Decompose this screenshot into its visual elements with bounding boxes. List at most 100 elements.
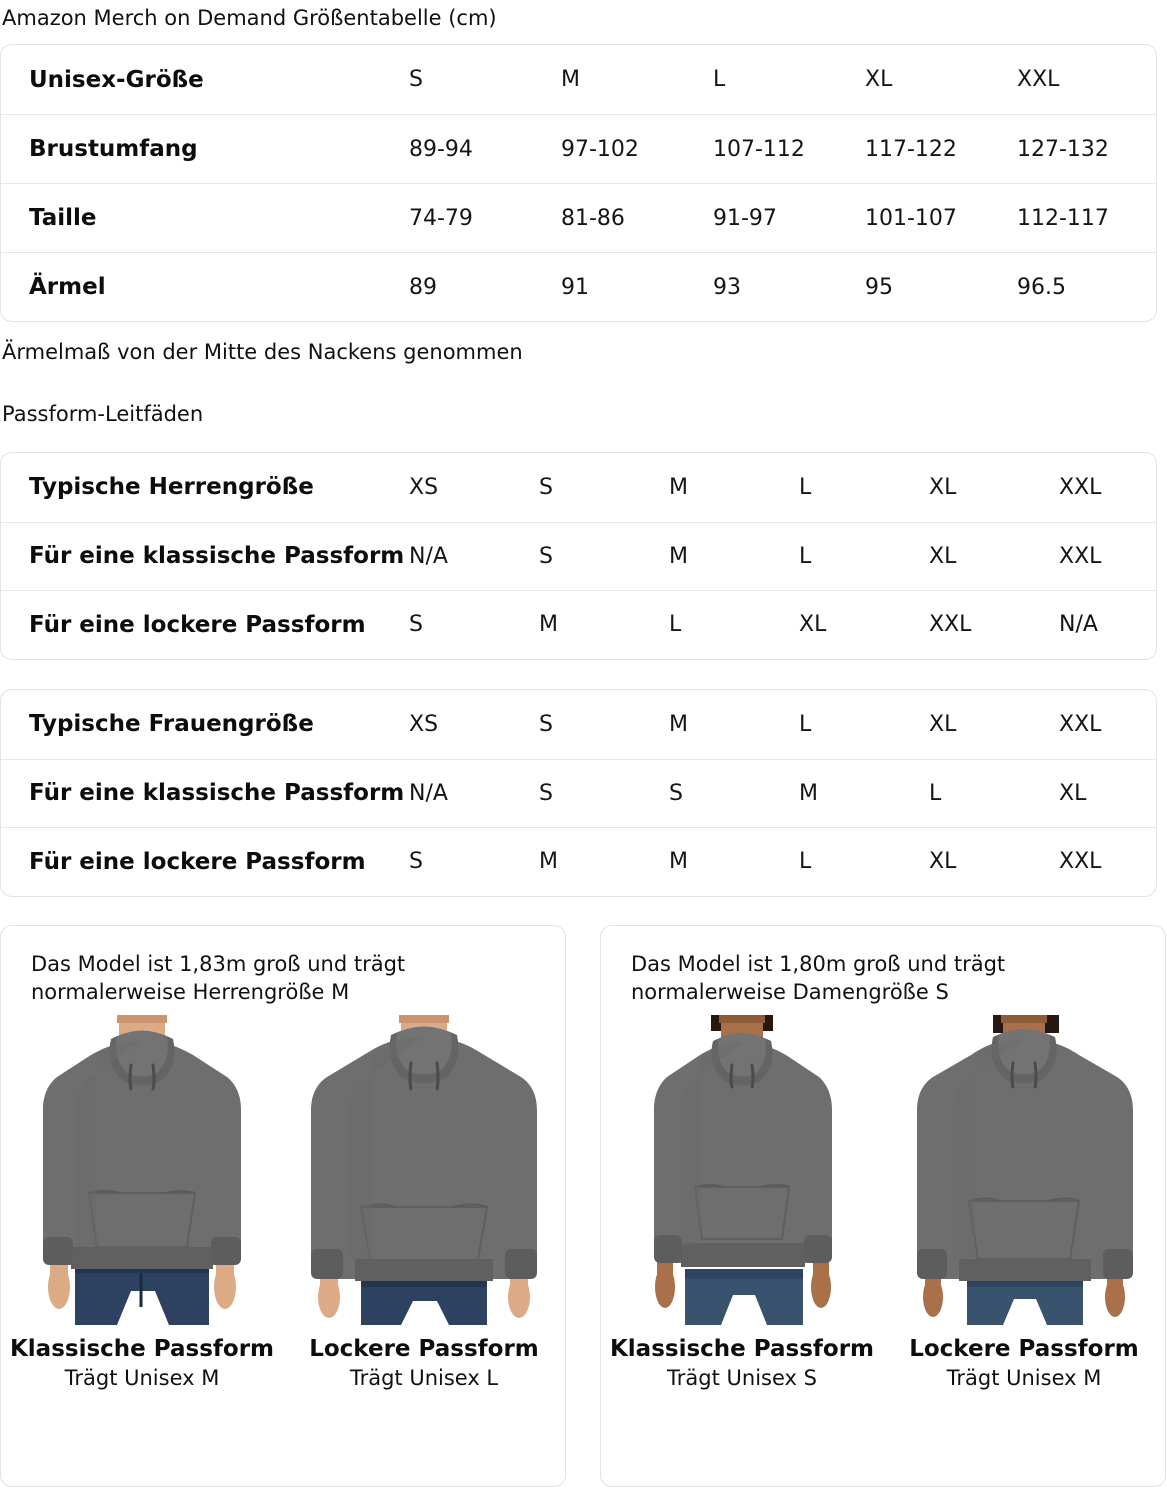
cell-sleeve-s: 89: [409, 274, 437, 300]
womens-classic-fit-caption: Klassische Passform Trägt Unisex S: [601, 1335, 883, 1393]
cell-waist-m: 81-86: [561, 205, 625, 231]
cell-size-s: S: [409, 67, 423, 92]
mens-model-intro-text: Das Model ist 1,83m groß und trägt norma…: [31, 952, 406, 1005]
female-classic-fit-illustration: [613, 1014, 871, 1325]
cell-womens-classic-6: XL: [1059, 780, 1087, 806]
cell-womens-typical-4: L: [799, 711, 812, 737]
cell-sleeve-xxl: 96.5: [1017, 274, 1066, 300]
row-header-typical-womens-size: Typische Frauengröße: [29, 711, 314, 738]
cell-womens-relaxed-3: M: [669, 849, 688, 875]
mens-relaxed-fit-caption: Lockere Passform Trägt Unisex L: [283, 1335, 565, 1393]
cell-waist-l: 91-97: [713, 205, 777, 231]
cell-mens-classic-2: S: [539, 543, 553, 569]
cell-chest-s: 89-94: [409, 136, 473, 162]
cell-womens-relaxed-4: L: [799, 849, 812, 875]
cell-sleeve-xl: 95: [865, 274, 893, 300]
row-header-mens-classic-fit: Für eine klassische Passform: [29, 543, 405, 570]
cell-mens-classic-5: XL: [929, 543, 957, 569]
female-model-relaxed-fit-hoodie: [895, 1014, 1153, 1325]
cell-womens-typical-6: XXL: [1059, 711, 1102, 737]
cell-chest-xxl: 127-132: [1017, 136, 1109, 162]
womens-model-card: Das Model ist 1,80m groß und trägt norma…: [600, 925, 1166, 1487]
male-model-classic-fit-hoodie: [13, 1014, 271, 1325]
sleeve-measurement-note: Ärmelmaß von der Mitte des Nackens genom…: [2, 340, 523, 364]
cell-mens-classic-3: M: [669, 543, 688, 569]
womens-classic-fit-title: Klassische Passform: [609, 1335, 875, 1362]
mens-fit-guide-table: Typische Herrengröße XS S M L XL XXL Für…: [0, 452, 1157, 660]
cell-mens-relaxed-6: N/A: [1059, 612, 1098, 638]
table-row: Unisex-Größe S M L XL XXL: [1, 45, 1156, 114]
cell-sleeve-l: 93: [713, 274, 741, 300]
mens-classic-fit-title: Klassische Passform: [9, 1335, 275, 1362]
male-model-relaxed-fit-hoodie: [295, 1014, 553, 1325]
womens-fit-guide-table: Typische Frauengröße XS S M L XL XXL Für…: [0, 689, 1157, 897]
cell-mens-classic-4: L: [799, 543, 812, 569]
cell-mens-classic-1: N/A: [409, 543, 448, 569]
cell-chest-l: 107-112: [713, 136, 805, 162]
cell-waist-s: 74-79: [409, 205, 473, 231]
row-header-mens-relaxed-fit: Für eine lockere Passform: [29, 611, 366, 638]
male-classic-fit-illustration: [13, 1014, 271, 1325]
page-title: Amazon Merch on Demand Größentabelle (cm…: [2, 6, 497, 30]
cell-mens-typical-6: XXL: [1059, 474, 1102, 500]
cell-womens-typical-5: XL: [929, 711, 957, 737]
row-header-typical-mens-size: Typische Herrengröße: [29, 474, 314, 501]
table-row: Für eine lockere Passform S M L XL XXL N…: [1, 590, 1156, 659]
cell-mens-typical-2: S: [539, 474, 553, 500]
mens-fit-captions: Klassische Passform Trägt Unisex M Locke…: [1, 1335, 565, 1393]
mens-relaxed-fit-sub: Trägt Unisex L: [349, 1366, 499, 1391]
cell-chest-m: 97-102: [561, 136, 639, 162]
cell-womens-relaxed-6: XXL: [1059, 849, 1102, 875]
cell-mens-typical-1: XS: [409, 474, 439, 500]
cell-size-l: L: [713, 67, 726, 92]
mens-relaxed-fit-title: Lockere Passform: [309, 1335, 539, 1362]
cell-mens-relaxed-2: M: [539, 612, 558, 638]
womens-fit-captions: Klassische Passform Trägt Unisex S Locke…: [601, 1335, 1165, 1393]
mens-classic-fit-sub: Trägt Unisex M: [64, 1366, 220, 1391]
cell-chest-xl: 117-122: [865, 136, 957, 162]
fit-guides-heading: Passform-Leitfäden: [2, 402, 204, 426]
table-row: Für eine lockere Passform S M M L XL XXL: [1, 827, 1156, 896]
row-header-sleeve: Ärmel: [29, 274, 106, 300]
cell-waist-xl: 101-107: [865, 205, 957, 231]
table-row: Ärmel 89 91 93 95 96.5: [1, 252, 1156, 321]
cell-size-xl: XL: [865, 67, 893, 92]
row-header-waist: Taille: [29, 205, 97, 231]
cell-womens-typical-2: S: [539, 711, 553, 737]
cell-mens-relaxed-5: XXL: [929, 612, 972, 638]
unisex-size-table: Unisex-Größe S M L XL XXL Brustumfang 89…: [0, 44, 1157, 322]
mens-classic-fit-caption: Klassische Passform Trägt Unisex M: [1, 1335, 283, 1393]
cell-womens-classic-4: M: [799, 780, 818, 806]
womens-relaxed-fit-sub: Trägt Unisex M: [946, 1366, 1102, 1391]
cell-sleeve-m: 91: [561, 274, 589, 300]
cell-womens-relaxed-1: S: [409, 849, 423, 875]
cell-womens-relaxed-5: XL: [929, 849, 957, 875]
mens-model-card: Das Model ist 1,83m groß und trägt norma…: [0, 925, 566, 1487]
cell-mens-relaxed-3: L: [669, 612, 682, 638]
womens-model-figures: [601, 1014, 1165, 1325]
womens-model-intro-text: Das Model ist 1,80m groß und trägt norma…: [631, 952, 1006, 1005]
cell-size-m: M: [561, 67, 580, 92]
row-header-unisex-size: Unisex-Größe: [29, 66, 204, 93]
cell-womens-classic-2: S: [539, 780, 553, 806]
womens-relaxed-fit-title: Lockere Passform: [909, 1335, 1139, 1362]
row-header-womens-classic-fit: Für eine klassische Passform: [29, 780, 405, 807]
cell-mens-typical-5: XL: [929, 474, 957, 500]
row-header-chest: Brustumfang: [29, 136, 198, 162]
cell-womens-classic-5: L: [929, 780, 942, 806]
cell-mens-typical-3: M: [669, 474, 688, 500]
cell-size-xxl: XXL: [1017, 67, 1060, 92]
table-row: Für eine klassische Passform N/A S S M L…: [1, 758, 1156, 828]
table-row: Für eine klassische Passform N/A S M L X…: [1, 521, 1156, 591]
cell-womens-classic-3: S: [669, 780, 683, 806]
womens-relaxed-fit-caption: Lockere Passform Trägt Unisex M: [883, 1335, 1165, 1393]
cell-waist-xxl: 112-117: [1017, 205, 1109, 231]
cell-mens-relaxed-1: S: [409, 612, 423, 638]
cell-mens-classic-6: XXL: [1059, 543, 1102, 569]
row-header-womens-relaxed-fit: Für eine lockere Passform: [29, 848, 366, 875]
table-row: Brustumfang 89-94 97-102 107-112 117-122…: [1, 114, 1156, 183]
cell-mens-typical-4: L: [799, 474, 812, 500]
cell-womens-relaxed-2: M: [539, 849, 558, 875]
mens-model-figures: [1, 1014, 565, 1325]
cell-womens-classic-1: N/A: [409, 780, 448, 806]
